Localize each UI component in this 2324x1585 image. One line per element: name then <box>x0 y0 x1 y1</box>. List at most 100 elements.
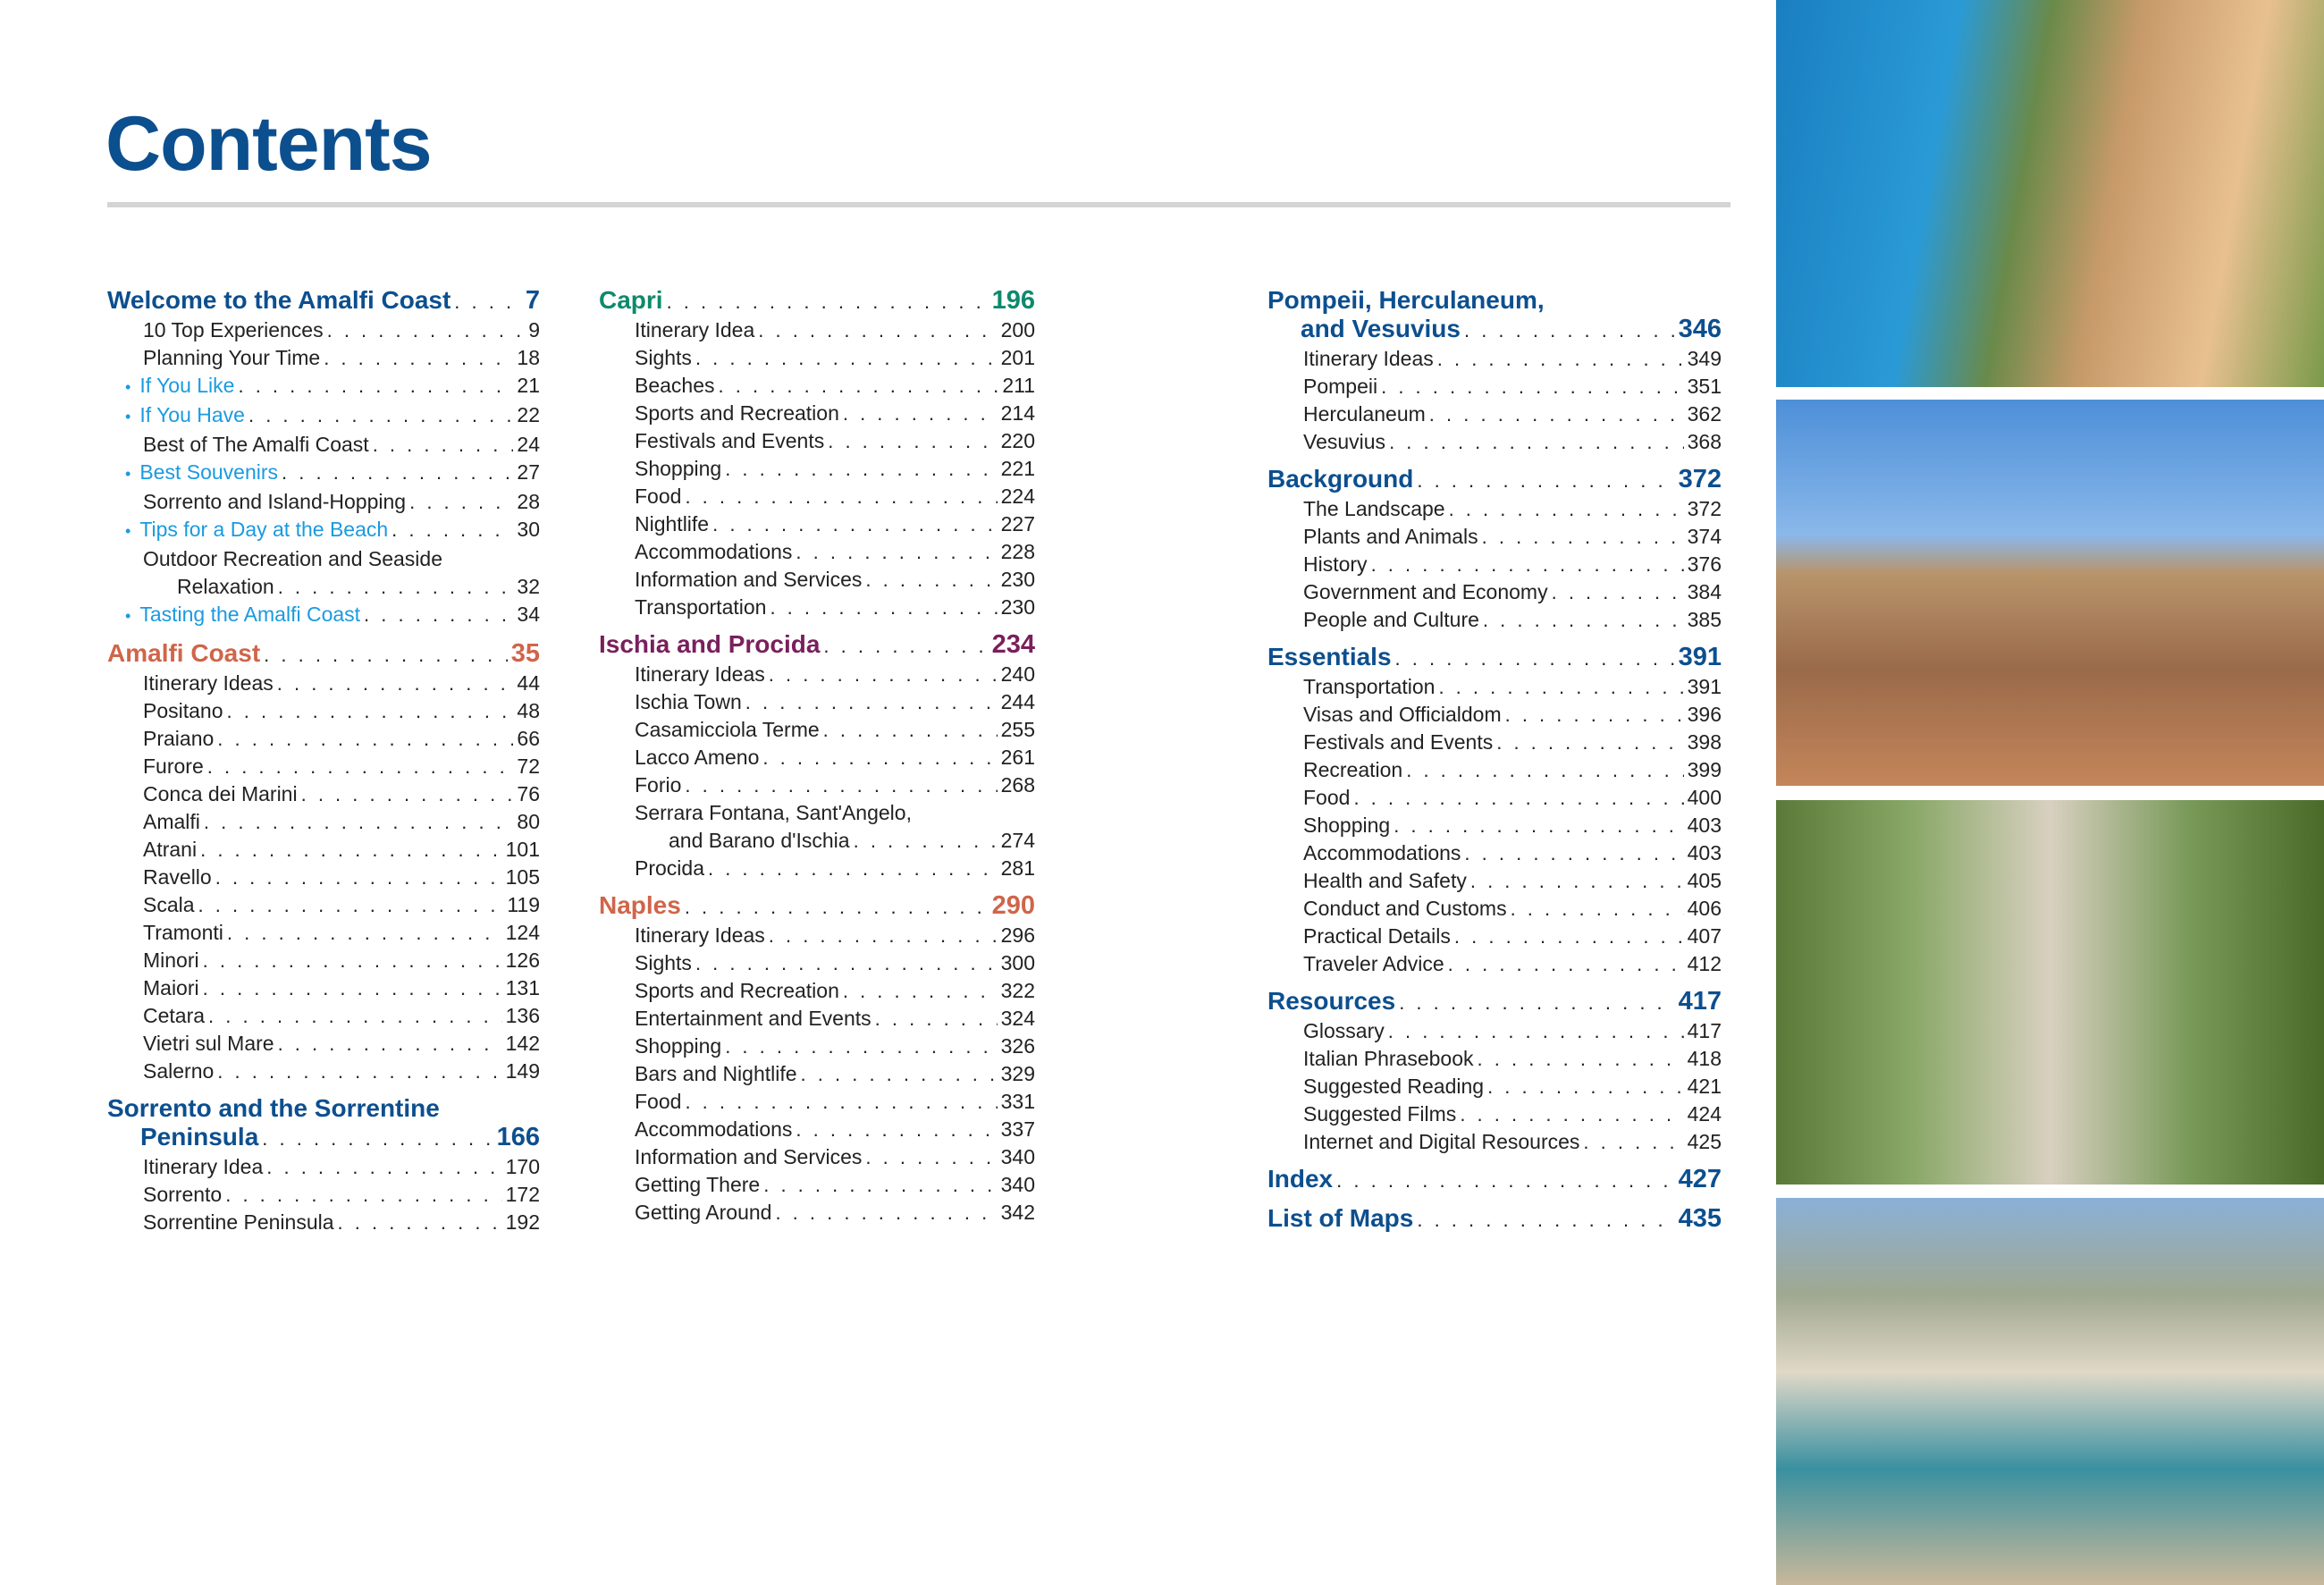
toc-entry[interactable]: Practical Details. . . . . . . . . . . .… <box>1267 923 1722 950</box>
toc-entry[interactable]: Shopping. . . . . . . . . . . . . . . . … <box>1267 812 1722 839</box>
toc-entry[interactable]: Conca dei Marini. . . . . . . . . . . . … <box>107 780 540 808</box>
toc-entry[interactable]: Internet and Digital Resources. . . . . … <box>1267 1128 1722 1156</box>
toc-entry[interactable]: Itinerary Idea. . . . . . . . . . . . . … <box>599 316 1035 344</box>
toc-entry[interactable]: Vietri sul Mare. . . . . . . . . . . . .… <box>107 1030 540 1058</box>
toc-entry[interactable]: Itinerary Ideas. . . . . . . . . . . . .… <box>107 670 540 697</box>
section-heading-link[interactable]: Ischia and Procida. . . . . . . . . . . … <box>599 630 1035 661</box>
toc-entry[interactable]: Information and Services. . . . . . . . … <box>599 1143 1035 1171</box>
toc-entry[interactable]: • Tasting the Amalfi Coast. . . . . . . .… <box>107 601 540 630</box>
section-heading-link[interactable]: Welcome to the Amalfi Coast. . . . . . .… <box>107 286 540 316</box>
toc-entry[interactable]: Shopping. . . . . . . . . . . . . . . . … <box>599 1033 1035 1060</box>
toc-entry[interactable]: • Tips for a Day at the Beach. . . . . . … <box>107 516 540 545</box>
toc-entry[interactable]: Accommodations. . . . . . . . . . . . . … <box>1267 839 1722 867</box>
toc-entry[interactable]: Atrani. . . . . . . . . . . . . . . . . … <box>107 836 540 864</box>
toc-entry[interactable]: Praiano. . . . . . . . . . . . . . . . .… <box>107 725 540 753</box>
toc-entry[interactable]: Minori. . . . . . . . . . . . . . . . . … <box>107 947 540 974</box>
toc-entry[interactable]: Sorrento and Island-Hopping. . . . . . .… <box>107 488 540 516</box>
section-heading-link[interactable]: and Vesuvius. . . . . . . . . . . . . . … <box>1267 315 1722 345</box>
toc-entry[interactable]: Accommodations. . . . . . . . . . . . . … <box>599 1116 1035 1143</box>
toc-entry[interactable]: Lacco Ameno. . . . . . . . . . . . . . .… <box>599 744 1035 771</box>
toc-entry[interactable]: Procida. . . . . . . . . . . . . . . . .… <box>599 855 1035 882</box>
toc-entry[interactable]: Best of The Amalfi Coast. . . . . . . . … <box>107 431 540 459</box>
toc-entry[interactable]: Visas and Officialdom. . . . . . . . . .… <box>1267 701 1722 729</box>
toc-entry[interactable]: History. . . . . . . . . . . . . . . . .… <box>1267 551 1722 578</box>
toc-entry[interactable]: Suggested Reading. . . . . . . . . . . .… <box>1267 1073 1722 1100</box>
toc-entry[interactable]: • If You Have. . . . . . . . . . . . . . … <box>107 401 540 431</box>
section-heading-link[interactable]: List of Maps. . . . . . . . . . . . . . … <box>1267 1204 1722 1235</box>
toc-entry[interactable]: Plants and Animals. . . . . . . . . . . … <box>1267 523 1722 551</box>
toc-entry[interactable]: Tramonti. . . . . . . . . . . . . . . . … <box>107 919 540 947</box>
toc-entry[interactable]: Sights. . . . . . . . . . . . . . . . . … <box>599 344 1035 372</box>
section-title[interactable]: Sorrento and the Sorrentine <box>107 1094 440 1122</box>
toc-entry[interactable]: Nightlife. . . . . . . . . . . . . . . .… <box>599 510 1035 538</box>
toc-entry[interactable]: Ischia Town. . . . . . . . . . . . . . .… <box>599 688 1035 716</box>
toc-entry[interactable]: Getting There. . . . . . . . . . . . . .… <box>599 1171 1035 1199</box>
toc-entry[interactable]: Festivals and Events. . . . . . . . . . … <box>1267 729 1722 756</box>
toc-entry[interactable]: Festivals and Events. . . . . . . . . . … <box>599 427 1035 455</box>
toc-entry[interactable]: Itinerary Idea. . . . . . . . . . . . . … <box>107 1153 540 1181</box>
toc-entry[interactable]: Sorrentine Peninsula. . . . . . . . . . … <box>107 1209 540 1236</box>
entry-title[interactable]: Outdoor Recreation and Seaside <box>143 547 442 570</box>
section-heading-link[interactable]: Index. . . . . . . . . . . . . . . . . .… <box>1267 1165 1722 1195</box>
toc-entry[interactable]: Planning Your Time. . . . . . . . . . . … <box>107 344 540 372</box>
toc-entry[interactable]: Health and Safety. . . . . . . . . . . .… <box>1267 867 1722 895</box>
toc-entry[interactable]: Recreation. . . . . . . . . . . . . . . … <box>1267 756 1722 784</box>
section-heading-link[interactable]: Amalfi Coast. . . . . . . . . . . . . . … <box>107 639 540 670</box>
toc-entry[interactable]: Sorrento. . . . . . . . . . . . . . . . … <box>107 1181 540 1209</box>
toc-entry[interactable]: Food. . . . . . . . . . . . . . . . . . … <box>599 1088 1035 1116</box>
section-heading-link[interactable]: Capri. . . . . . . . . . . . . . . . . .… <box>599 286 1035 316</box>
section-heading-link[interactable]: Resources. . . . . . . . . . . . . . . .… <box>1267 987 1722 1017</box>
section-title[interactable]: Pompeii, Herculaneum, <box>1267 286 1545 314</box>
toc-entry[interactable]: Salerno. . . . . . . . . . . . . . . . .… <box>107 1058 540 1085</box>
toc-entry[interactable]: Casamicciola Terme. . . . . . . . . . . … <box>599 716 1035 744</box>
entry-title[interactable]: Serrara Fontana, Sant'Angelo, <box>635 801 912 824</box>
toc-entry[interactable]: and Barano d'Ischia. . . . . . . . . . .… <box>599 827 1035 855</box>
toc-entry[interactable]: Pompeii. . . . . . . . . . . . . . . . .… <box>1267 373 1722 400</box>
toc-entry[interactable]: Shopping. . . . . . . . . . . . . . . . … <box>599 455 1035 483</box>
toc-entry[interactable]: Beaches. . . . . . . . . . . . . . . . .… <box>599 372 1035 400</box>
toc-entry[interactable]: Amalfi. . . . . . . . . . . . . . . . . … <box>107 808 540 836</box>
entry-title: Sorrento and Island-Hopping <box>143 490 407 513</box>
toc-entry[interactable]: People and Culture. . . . . . . . . . . … <box>1267 606 1722 634</box>
toc-entry[interactable]: 10 Top Experiences. . . . . . . . . . . … <box>107 316 540 344</box>
toc-entry[interactable]: Transportation. . . . . . . . . . . . . … <box>1267 673 1722 701</box>
toc-entry[interactable]: Sports and Recreation. . . . . . . . . .… <box>599 400 1035 427</box>
toc-entry[interactable]: Food. . . . . . . . . . . . . . . . . . … <box>1267 784 1722 812</box>
section-heading-link[interactable]: Essentials. . . . . . . . . . . . . . . … <box>1267 643 1722 673</box>
toc-entry[interactable]: • If You Like. . . . . . . . . . . . . . … <box>107 372 540 401</box>
toc-entry[interactable]: Relaxation. . . . . . . . . . . . . . . … <box>107 573 540 601</box>
toc-entry[interactable]: Herculaneum. . . . . . . . . . . . . . .… <box>1267 400 1722 428</box>
section-heading-link[interactable]: Peninsula. . . . . . . . . . . . . . . .… <box>107 1123 540 1153</box>
toc-entry[interactable]: Government and Economy. . . . . . . . . … <box>1267 578 1722 606</box>
toc-entry[interactable]: Italian Phrasebook. . . . . . . . . . . … <box>1267 1045 1722 1073</box>
toc-entry[interactable]: Vesuvius. . . . . . . . . . . . . . . . … <box>1267 428 1722 456</box>
toc-entry[interactable]: Cetara. . . . . . . . . . . . . . . . . … <box>107 1002 540 1030</box>
toc-entry[interactable]: Food. . . . . . . . . . . . . . . . . . … <box>599 483 1035 510</box>
section-heading-link[interactable]: Naples. . . . . . . . . . . . . . . . . … <box>599 891 1035 922</box>
toc-entry[interactable]: Entertainment and Events. . . . . . . . … <box>599 1005 1035 1033</box>
toc-entry[interactable]: Positano. . . . . . . . . . . . . . . . … <box>107 697 540 725</box>
toc-entry[interactable]: Scala. . . . . . . . . . . . . . . . . .… <box>107 891 540 919</box>
toc-entry[interactable]: Information and Services. . . . . . . . … <box>599 566 1035 594</box>
toc-entry[interactable]: Furore. . . . . . . . . . . . . . . . . … <box>107 753 540 780</box>
toc-entry[interactable]: The Landscape. . . . . . . . . . . . . .… <box>1267 495 1722 523</box>
toc-entry[interactable]: • Best Souvenirs. . . . . . . . . . . . .… <box>107 459 540 488</box>
toc-entry[interactable]: Conduct and Customs. . . . . . . . . . .… <box>1267 895 1722 923</box>
toc-entry[interactable]: Itinerary Ideas. . . . . . . . . . . . .… <box>599 661 1035 688</box>
toc-entry[interactable]: Sports and Recreation. . . . . . . . . .… <box>599 977 1035 1005</box>
entry-title: Pompeii <box>1303 375 1378 398</box>
toc-entry[interactable]: Forio. . . . . . . . . . . . . . . . . .… <box>599 771 1035 799</box>
toc-entry[interactable]: Itinerary Ideas. . . . . . . . . . . . .… <box>1267 345 1722 373</box>
toc-entry[interactable]: Accommodations. . . . . . . . . . . . . … <box>599 538 1035 566</box>
toc-entry[interactable]: Maiori. . . . . . . . . . . . . . . . . … <box>107 974 540 1002</box>
toc-entry[interactable]: Getting Around. . . . . . . . . . . . . … <box>599 1199 1035 1227</box>
toc-entry[interactable]: Glossary. . . . . . . . . . . . . . . . … <box>1267 1017 1722 1045</box>
toc-entry[interactable]: Sights. . . . . . . . . . . . . . . . . … <box>599 949 1035 977</box>
toc-entry[interactable]: Suggested Films. . . . . . . . . . . . .… <box>1267 1100 1722 1128</box>
toc-entry[interactable]: Itinerary Ideas. . . . . . . . . . . . .… <box>599 922 1035 949</box>
toc-entry[interactable]: Traveler Advice. . . . . . . . . . . . .… <box>1267 950 1722 978</box>
toc-entry[interactable]: Transportation. . . . . . . . . . . . . … <box>599 594 1035 621</box>
section-heading-link[interactable]: Background. . . . . . . . . . . . . . . … <box>1267 465 1722 495</box>
toc-entry[interactable]: Ravello. . . . . . . . . . . . . . . . .… <box>107 864 540 891</box>
toc-entry[interactable]: Bars and Nightlife. . . . . . . . . . . … <box>599 1060 1035 1088</box>
